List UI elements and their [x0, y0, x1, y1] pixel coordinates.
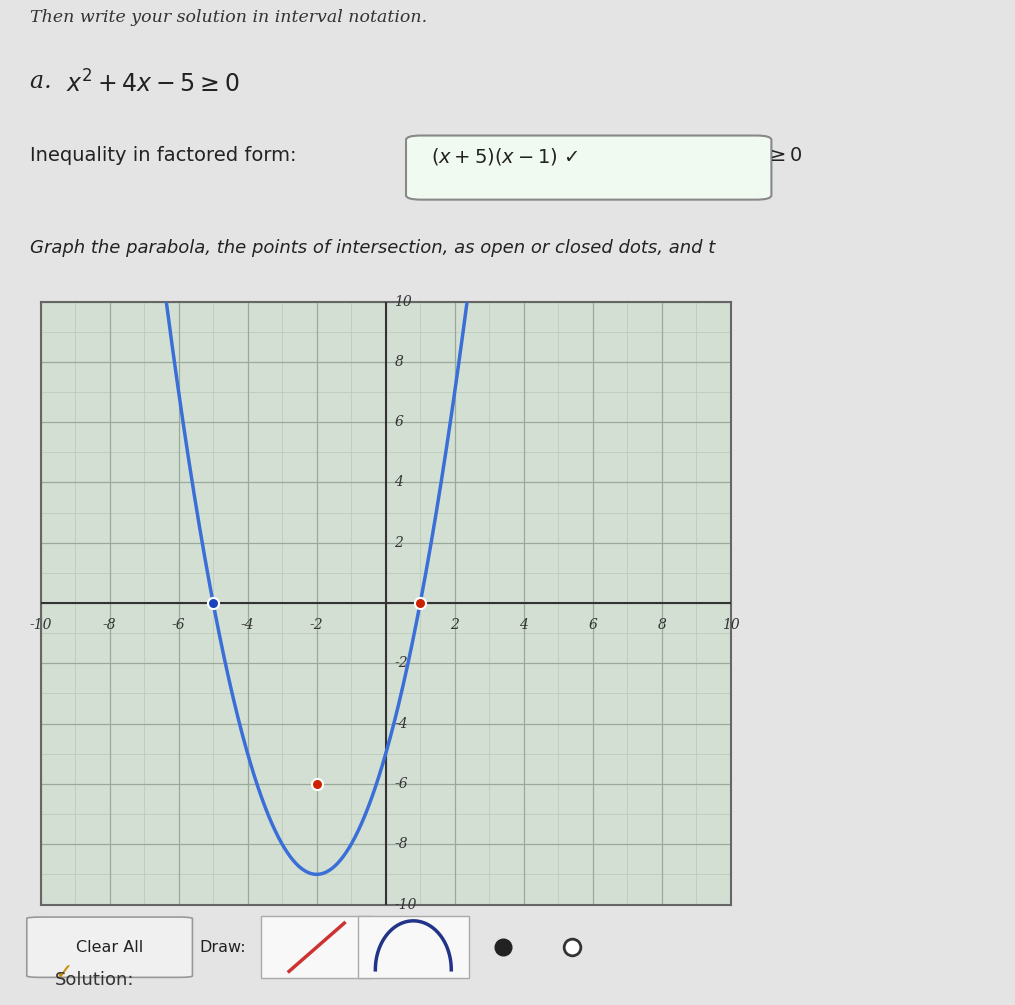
- Text: a.: a.: [30, 70, 60, 92]
- Text: $(x+5)(x-1)\ \checkmark$: $(x+5)(x-1)\ \checkmark$: [431, 146, 579, 167]
- Text: 4: 4: [520, 618, 528, 632]
- Text: $\geq 0$: $\geq 0$: [766, 146, 803, 165]
- Text: 2: 2: [394, 536, 403, 550]
- Text: Draw:: Draw:: [199, 940, 246, 955]
- Text: 6: 6: [589, 618, 597, 632]
- Text: Inequality in factored form:: Inequality in factored form:: [30, 146, 297, 165]
- Text: -8: -8: [394, 837, 408, 851]
- FancyBboxPatch shape: [262, 917, 371, 978]
- FancyBboxPatch shape: [358, 917, 469, 978]
- Text: 10: 10: [394, 294, 412, 309]
- Text: -8: -8: [103, 618, 117, 632]
- Text: -6: -6: [394, 777, 408, 791]
- Text: 4: 4: [394, 475, 403, 489]
- Text: -4: -4: [394, 717, 408, 731]
- FancyBboxPatch shape: [26, 917, 193, 977]
- Text: 2: 2: [451, 618, 459, 632]
- Text: Clear All: Clear All: [76, 940, 143, 955]
- Text: -2: -2: [394, 656, 408, 670]
- Text: -10: -10: [29, 618, 52, 632]
- Text: 8: 8: [658, 618, 666, 632]
- Text: 8: 8: [394, 355, 403, 369]
- Text: Graph the parabola, the points of intersection, as open or closed dots, and t: Graph the parabola, the points of inters…: [30, 239, 716, 257]
- Text: Then write your solution in interval notation.: Then write your solution in interval not…: [30, 9, 427, 26]
- Text: ✓: ✓: [55, 964, 73, 983]
- Text: 10: 10: [722, 618, 740, 632]
- Text: Solution:: Solution:: [55, 971, 134, 989]
- Text: -2: -2: [310, 618, 324, 632]
- FancyBboxPatch shape: [406, 136, 771, 200]
- Text: -10: -10: [394, 897, 417, 912]
- Text: -4: -4: [241, 618, 255, 632]
- Text: -6: -6: [172, 618, 186, 632]
- Text: $x^2 + 4x - 5 \geq 0$: $x^2 + 4x - 5 \geq 0$: [66, 70, 240, 97]
- Text: 6: 6: [394, 415, 403, 429]
